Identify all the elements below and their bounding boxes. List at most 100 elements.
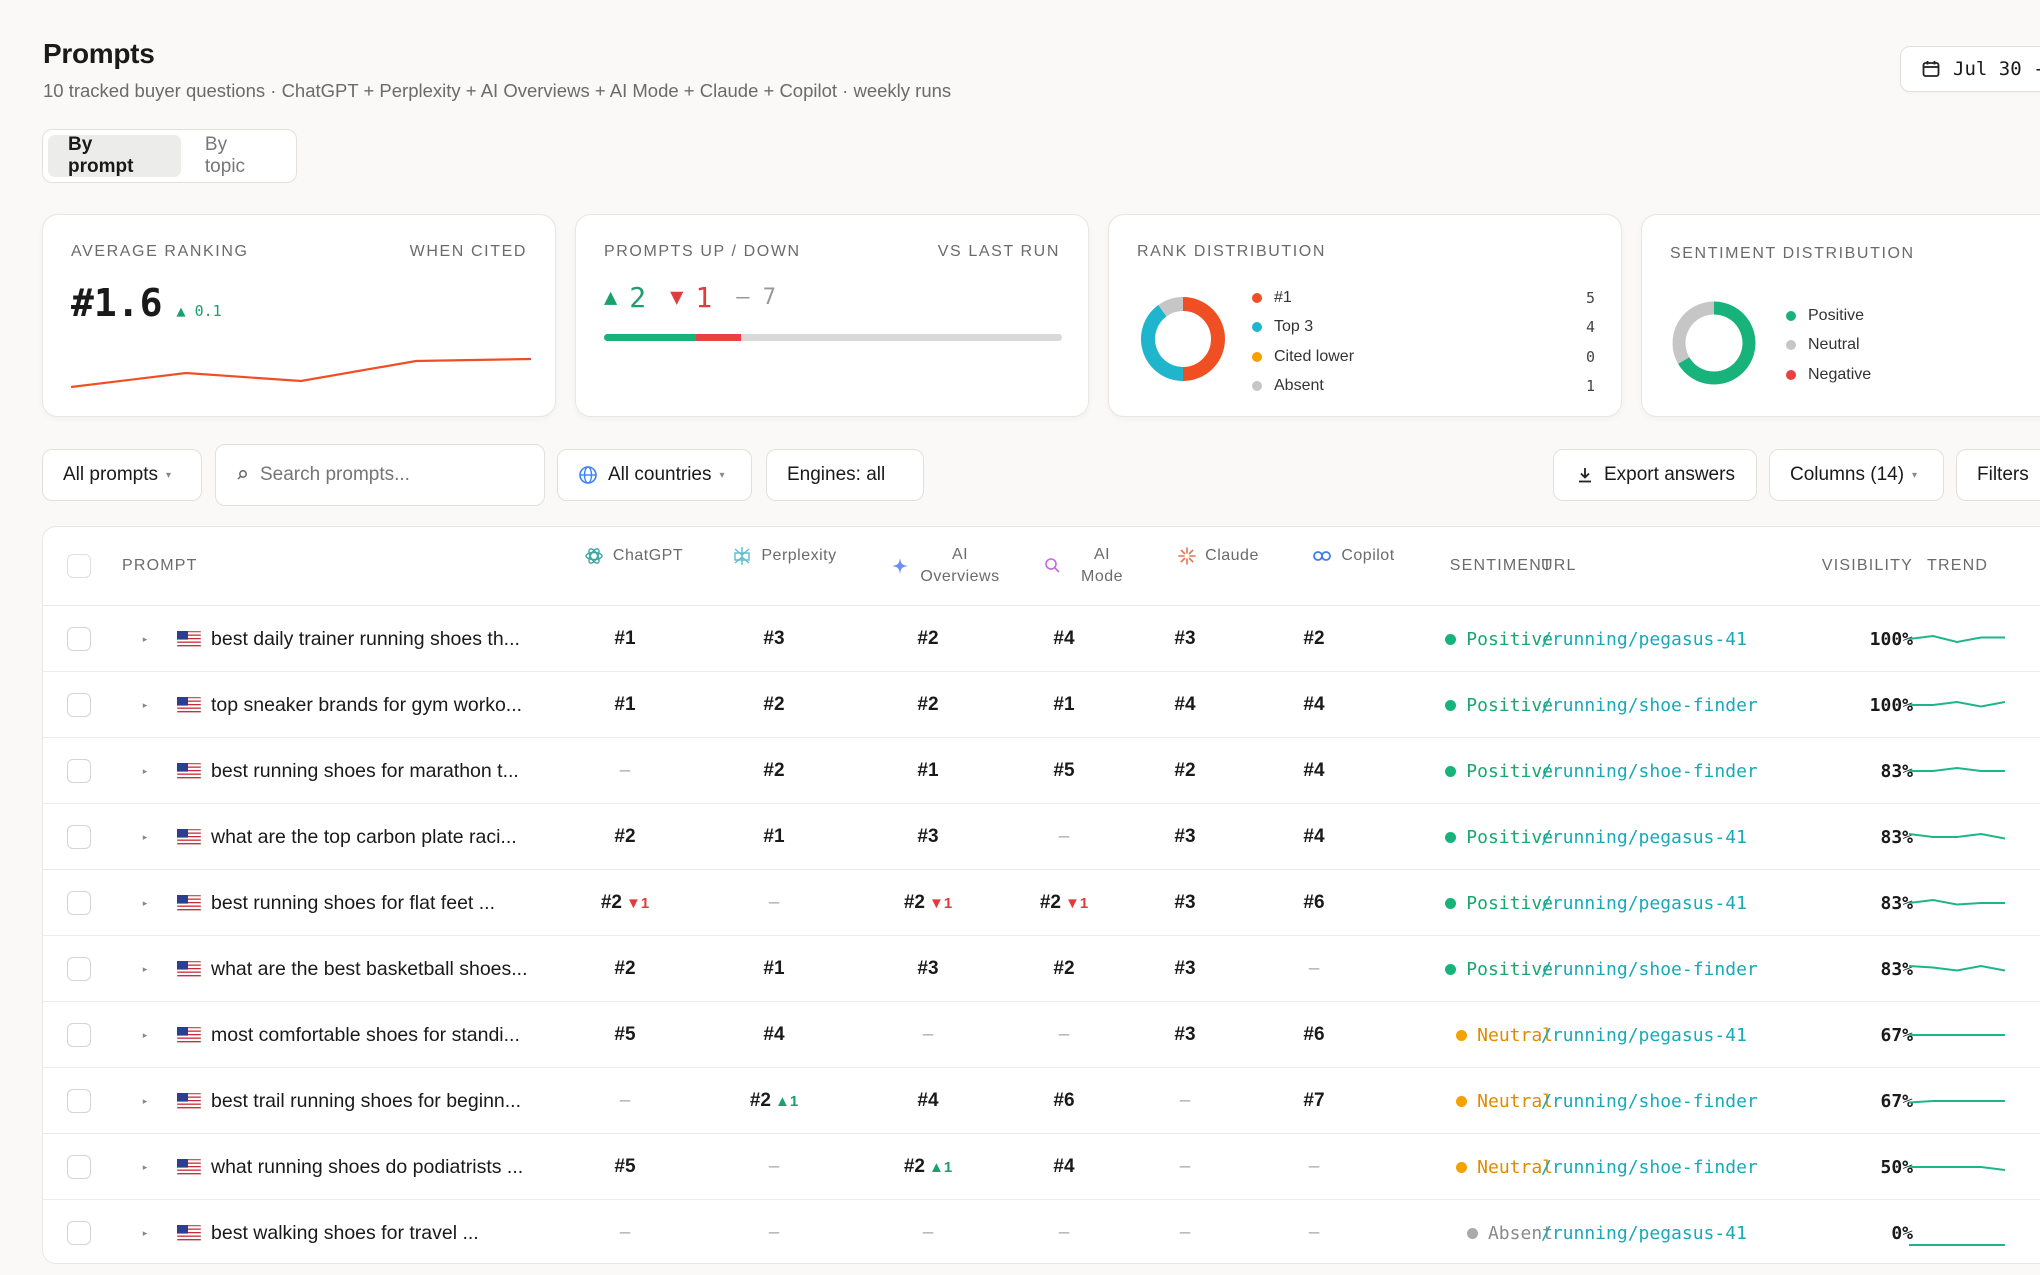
prompt-text[interactable]: what are the best basketball shoes... [211,957,528,980]
rank-value: #6 [1303,892,1325,913]
trend-line [1909,964,2005,972]
column-header-trend[interactable]: TREND [1927,557,1989,574]
answer-url-link[interactable]: /running/pegasus-41 [1541,1222,1747,1244]
row-checkbox[interactable] [67,1155,91,1179]
rank-legend: #1 5 Top 3 4 Cited lower 0 Absent 1 [1252,283,1595,401]
prompts-down-count: 1 [695,281,713,314]
expand-caret-icon[interactable]: ▸ [142,1029,148,1040]
sentiment-dot [1456,1029,1468,1041]
table-row[interactable]: ▸ what are the top carbon plate raci... #2… [43,803,2040,869]
row-checkbox[interactable] [67,1089,91,1113]
prompt-text[interactable]: best running shoes for marathon t... [211,759,519,782]
prompt-text[interactable]: what running shoes do podiatrists ... [211,1155,524,1178]
column-header-url[interactable]: URL [1541,557,1577,574]
rank-down-delta: ▼1 [1064,894,1089,912]
table-row[interactable]: ▸ best running shoes for marathon t... – #2… [43,737,2040,803]
answer-url-link[interactable]: /running/shoe-finder [1541,958,1758,980]
sentiment-dot [1466,1227,1478,1239]
row-checkbox[interactable] [67,825,91,849]
countries-dropdown[interactable]: All countries ▾ [557,449,752,501]
answer-url-link[interactable]: /running/shoe-finder [1541,694,1758,716]
engine-rank-cell: #4 [1254,672,1374,738]
row-select-cell [61,936,97,1002]
search-input[interactable] [260,464,530,486]
all-prompts-dropdown[interactable]: All prompts ▾ [42,449,202,501]
expand-caret-icon[interactable]: ▸ [142,1161,148,1172]
answer-url-link[interactable]: /running/pegasus-41 [1541,628,1747,650]
prompt-text[interactable]: best daily trainer running shoes th... [211,627,520,650]
column-header-perplexity[interactable]: Perplexity [709,527,859,595]
prompt-text[interactable]: best walking shoes for travel ... [211,1221,479,1244]
table-row[interactable]: ▸ best trail running shoes for beginn... –… [43,1067,2040,1133]
expand-caret-icon[interactable]: ▸ [142,831,148,842]
column-header-claude[interactable]: Claude [1158,527,1278,595]
row-checkbox[interactable] [67,627,91,651]
expand-caret-icon[interactable]: ▸ [142,699,148,710]
table-row[interactable]: ▸ top sneaker brands for gym worko... #1 #2… [43,671,2040,737]
column-header-prompt[interactable]: PROMPT [122,557,198,574]
column-header-ai-overviews[interactable]: AI Overviews [865,527,1025,605]
row-checkbox[interactable] [67,693,91,717]
answer-url-link[interactable]: /running/shoe-finder [1541,760,1758,782]
export-answers-button[interactable]: Export answers [1553,449,1757,501]
expand-caret-icon[interactable]: ▸ [142,633,148,644]
us-flag-icon [176,672,202,738]
prompt-text[interactable]: most comfortable shoes for standi... [211,1023,520,1046]
answer-url-link[interactable]: /running/pegasus-41 [1541,826,1747,848]
legend-value: 4 [1585,318,1595,337]
sentiment-label: Neutral [1477,1024,1553,1046]
answer-url-link[interactable]: /running/shoe-finder [1541,1156,1758,1178]
expand-caret-icon[interactable]: ▸ [142,1095,148,1106]
answer-url-link[interactable]: /running/pegasus-41 [1541,1024,1747,1046]
sentiment-dot [1456,1095,1468,1107]
select-all-checkbox[interactable] [67,554,91,578]
search-box[interactable] [215,444,545,506]
answer-url-link[interactable]: /running/shoe-finder [1541,1090,1758,1112]
tab-by-topic[interactable]: By topic [204,134,246,177]
expand-caret-icon[interactable]: ▸ [142,963,148,974]
engines-dropdown[interactable]: Engines: all [766,449,924,501]
row-checkbox[interactable] [67,759,91,783]
sentiment-label: Positive [1466,958,1553,980]
column-header-copilot[interactable]: Copilot [1288,527,1418,595]
rank-legend-item: Top 3 4 [1252,313,1595,343]
legend-label: Top 3 [1274,318,1314,336]
trend-sparkline [1909,1244,2005,1246]
column-header-sentiment[interactable]: SENTIMENT [1449,557,1553,574]
table-row[interactable]: ▸ best daily trainer running shoes th... #… [43,605,2040,671]
ai-mode-header-line2: Mode [1080,568,1124,585]
card-label: SENTIMENT DISTRIBUTION [1670,245,1915,262]
prompt-text[interactable]: top sneaker brands for gym worko... [211,693,523,716]
row-select-cell [61,1134,97,1200]
column-header-chatgpt[interactable]: ChatGPT [568,527,698,595]
filters-button[interactable]: Filters [1956,449,2040,501]
table-row[interactable]: ▸ what running shoes do podiatrists ... #5… [43,1133,2040,1199]
rank-value: – [768,1156,780,1177]
prompt-text[interactable]: best trail running shoes for beginn... [211,1089,522,1112]
row-checkbox[interactable] [67,1221,91,1245]
view-toggle: By prompt By topic [42,129,297,183]
answer-url-link[interactable]: /running/pegasus-41 [1541,892,1747,914]
table-row[interactable]: ▸ best running shoes for flat feet ... #2 ▼… [43,869,2040,935]
row-checkbox[interactable] [67,1023,91,1047]
row-checkbox[interactable] [67,957,91,981]
column-header-ai-mode[interactable]: AI Mode [1018,527,1148,605]
date-range-button[interactable]: Jul 30 - [1900,46,2040,92]
table-row[interactable]: ▸ best walking shoes for travel ... – – – – – –… [43,1199,2040,1263]
engine-rank-cell: #2 ▲1 [868,1134,988,1200]
prompt-text[interactable]: what are the top carbon plate raci... [211,825,517,848]
expand-caret-icon[interactable]: ▸ [142,1227,148,1238]
engine-rank-cell: #2 ▼1 [565,870,685,936]
rank-value: #6 [1053,1090,1075,1111]
table-row[interactable]: ▸ what are the best basketball shoes... #2… [43,935,2040,1001]
ai-mode-search-icon [1045,558,1060,573]
prompt-text[interactable]: best running shoes for flat feet ... [211,891,495,914]
columns-dropdown[interactable]: Columns (14) ▾ [1769,449,1944,501]
column-header-visibility[interactable]: VISIBILITY [1821,557,1913,574]
rank-value: #2 [917,628,939,649]
row-checkbox[interactable] [67,891,91,915]
table-row[interactable]: ▸ most comfortable shoes for standi... #5 #… [43,1001,2040,1067]
tab-by-prompt[interactable]: By prompt [48,134,181,177]
expand-caret-icon[interactable]: ▸ [142,765,148,776]
expand-caret-icon[interactable]: ▸ [142,897,148,908]
